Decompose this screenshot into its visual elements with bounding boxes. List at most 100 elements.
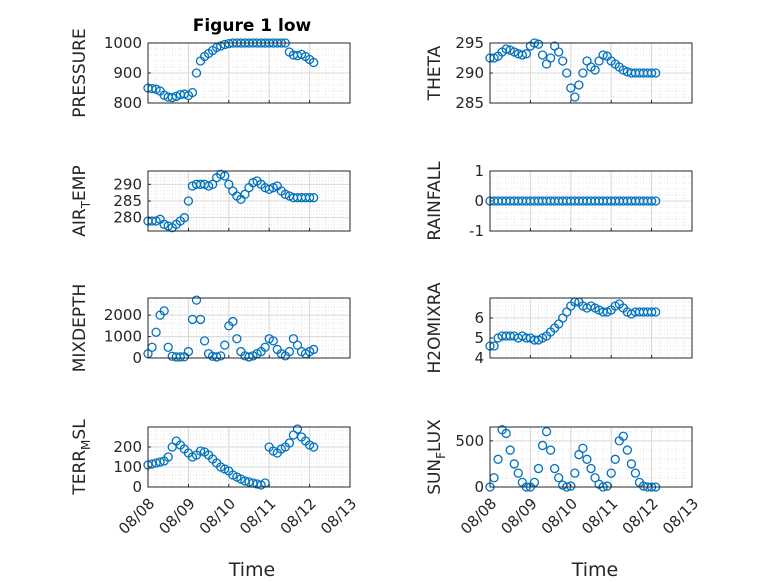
data-point	[288, 334, 299, 344]
data-point	[558, 56, 568, 66]
data-point	[574, 80, 584, 90]
y-tick-label: 290	[113, 175, 142, 193]
data-point	[570, 468, 580, 478]
data-point	[646, 68, 657, 78]
data-point	[610, 454, 620, 464]
data-point	[284, 346, 295, 357]
data-point	[509, 459, 519, 469]
data-point	[545, 445, 556, 455]
data-point	[545, 53, 556, 63]
data-point	[151, 327, 161, 337]
y-axis-label-tail: SL	[70, 419, 90, 440]
data-point	[590, 65, 600, 75]
data-point	[308, 442, 319, 452]
data-point	[163, 342, 173, 352]
data-point	[646, 196, 657, 206]
axes-rainfall: -1 0 1 RAINFALL	[425, 161, 693, 241]
y-tick-label: 295	[455, 34, 484, 52]
data-point	[268, 336, 278, 346]
y-axis-label-main: SUN	[425, 459, 445, 495]
y-tick-label: 4	[474, 349, 484, 367]
data-point	[232, 334, 242, 344]
y-tick-label: 100	[113, 458, 142, 476]
data-point	[626, 459, 637, 469]
y-axis-label-subscript: T	[79, 200, 93, 209]
data-point	[175, 352, 185, 362]
axes-box	[147, 297, 351, 359]
y-axis-label-tail: EMP	[70, 165, 90, 201]
data-point	[598, 50, 608, 60]
data-point	[562, 68, 572, 78]
y-axis-label: MIXDEPTH	[70, 284, 90, 373]
data-point	[187, 87, 198, 98]
axes-mixdepth: 0 1000 2000 MIXDEPTH	[70, 284, 351, 373]
data-point	[183, 196, 194, 206]
y-axis-label: RAINFALL	[425, 161, 445, 241]
data-point	[304, 193, 315, 203]
y-axis-label-main: H2OMIXRA	[425, 282, 445, 373]
x-axis-label-right: Time	[571, 559, 619, 581]
data-point	[533, 463, 544, 474]
data-point	[566, 481, 576, 491]
data-point	[240, 189, 250, 199]
data-point	[199, 336, 210, 346]
y-tick-label: 0	[474, 478, 484, 496]
data-point	[622, 445, 633, 455]
data-point	[244, 352, 254, 362]
figure-title: Figure 1 low	[193, 16, 312, 36]
data-point	[292, 340, 303, 350]
y-tick-label: 280	[113, 209, 142, 227]
data-point	[220, 340, 230, 350]
y-tick-label: 290	[455, 64, 484, 82]
y-axis-label: AIRTEMP	[70, 165, 93, 236]
data-point	[650, 307, 661, 317]
y-axis-label: PRESSURE	[70, 28, 90, 117]
y-tick-label: 1000	[104, 328, 142, 346]
data-point	[541, 426, 552, 437]
data-point	[292, 424, 303, 434]
y-axis-label: TERRMSL	[70, 419, 93, 496]
data-point	[501, 428, 511, 439]
data-point	[505, 445, 515, 455]
data-point	[570, 92, 580, 102]
data-point	[554, 47, 564, 57]
data-point	[159, 306, 169, 316]
y-tick-label: 5	[474, 329, 484, 347]
y-tick-label: 1000	[104, 34, 142, 52]
y-axis-label-subscript: F	[434, 452, 448, 459]
data-point	[529, 477, 540, 488]
data-point	[167, 92, 177, 103]
data-point	[191, 68, 202, 78]
data-point	[537, 440, 548, 451]
data-point	[280, 189, 291, 199]
data-point	[220, 171, 230, 181]
y-axis-label-main: MIXDEPTH	[70, 284, 90, 373]
data-point	[264, 184, 274, 194]
y-tick-label: 6	[474, 309, 484, 327]
y-axis-label-tail: LUX	[425, 419, 445, 452]
data-point	[155, 457, 165, 467]
data-point	[163, 452, 173, 462]
y-axis-label-main: AIR	[70, 208, 90, 237]
y-tick-label: 1	[474, 162, 484, 180]
y-axis-label-main: THETA	[425, 45, 445, 101]
data-point	[216, 41, 226, 51]
data-point	[630, 468, 641, 478]
data-point	[195, 446, 206, 456]
y-tick-label: 200	[113, 438, 142, 456]
data-point	[566, 83, 576, 93]
data-point	[203, 181, 214, 191]
data-point	[606, 468, 616, 478]
x-axis-label-left: Time	[228, 559, 276, 581]
y-tick-label: 500	[455, 432, 484, 450]
data-point	[578, 443, 588, 453]
data-point	[650, 68, 661, 78]
data-point	[191, 295, 202, 305]
data-point	[549, 463, 560, 474]
data-point	[207, 179, 218, 189]
data-point	[517, 50, 527, 60]
y-axis-label-main: PRESSURE	[70, 28, 90, 117]
y-tick-label: 900	[113, 64, 142, 82]
data-point	[533, 39, 544, 49]
